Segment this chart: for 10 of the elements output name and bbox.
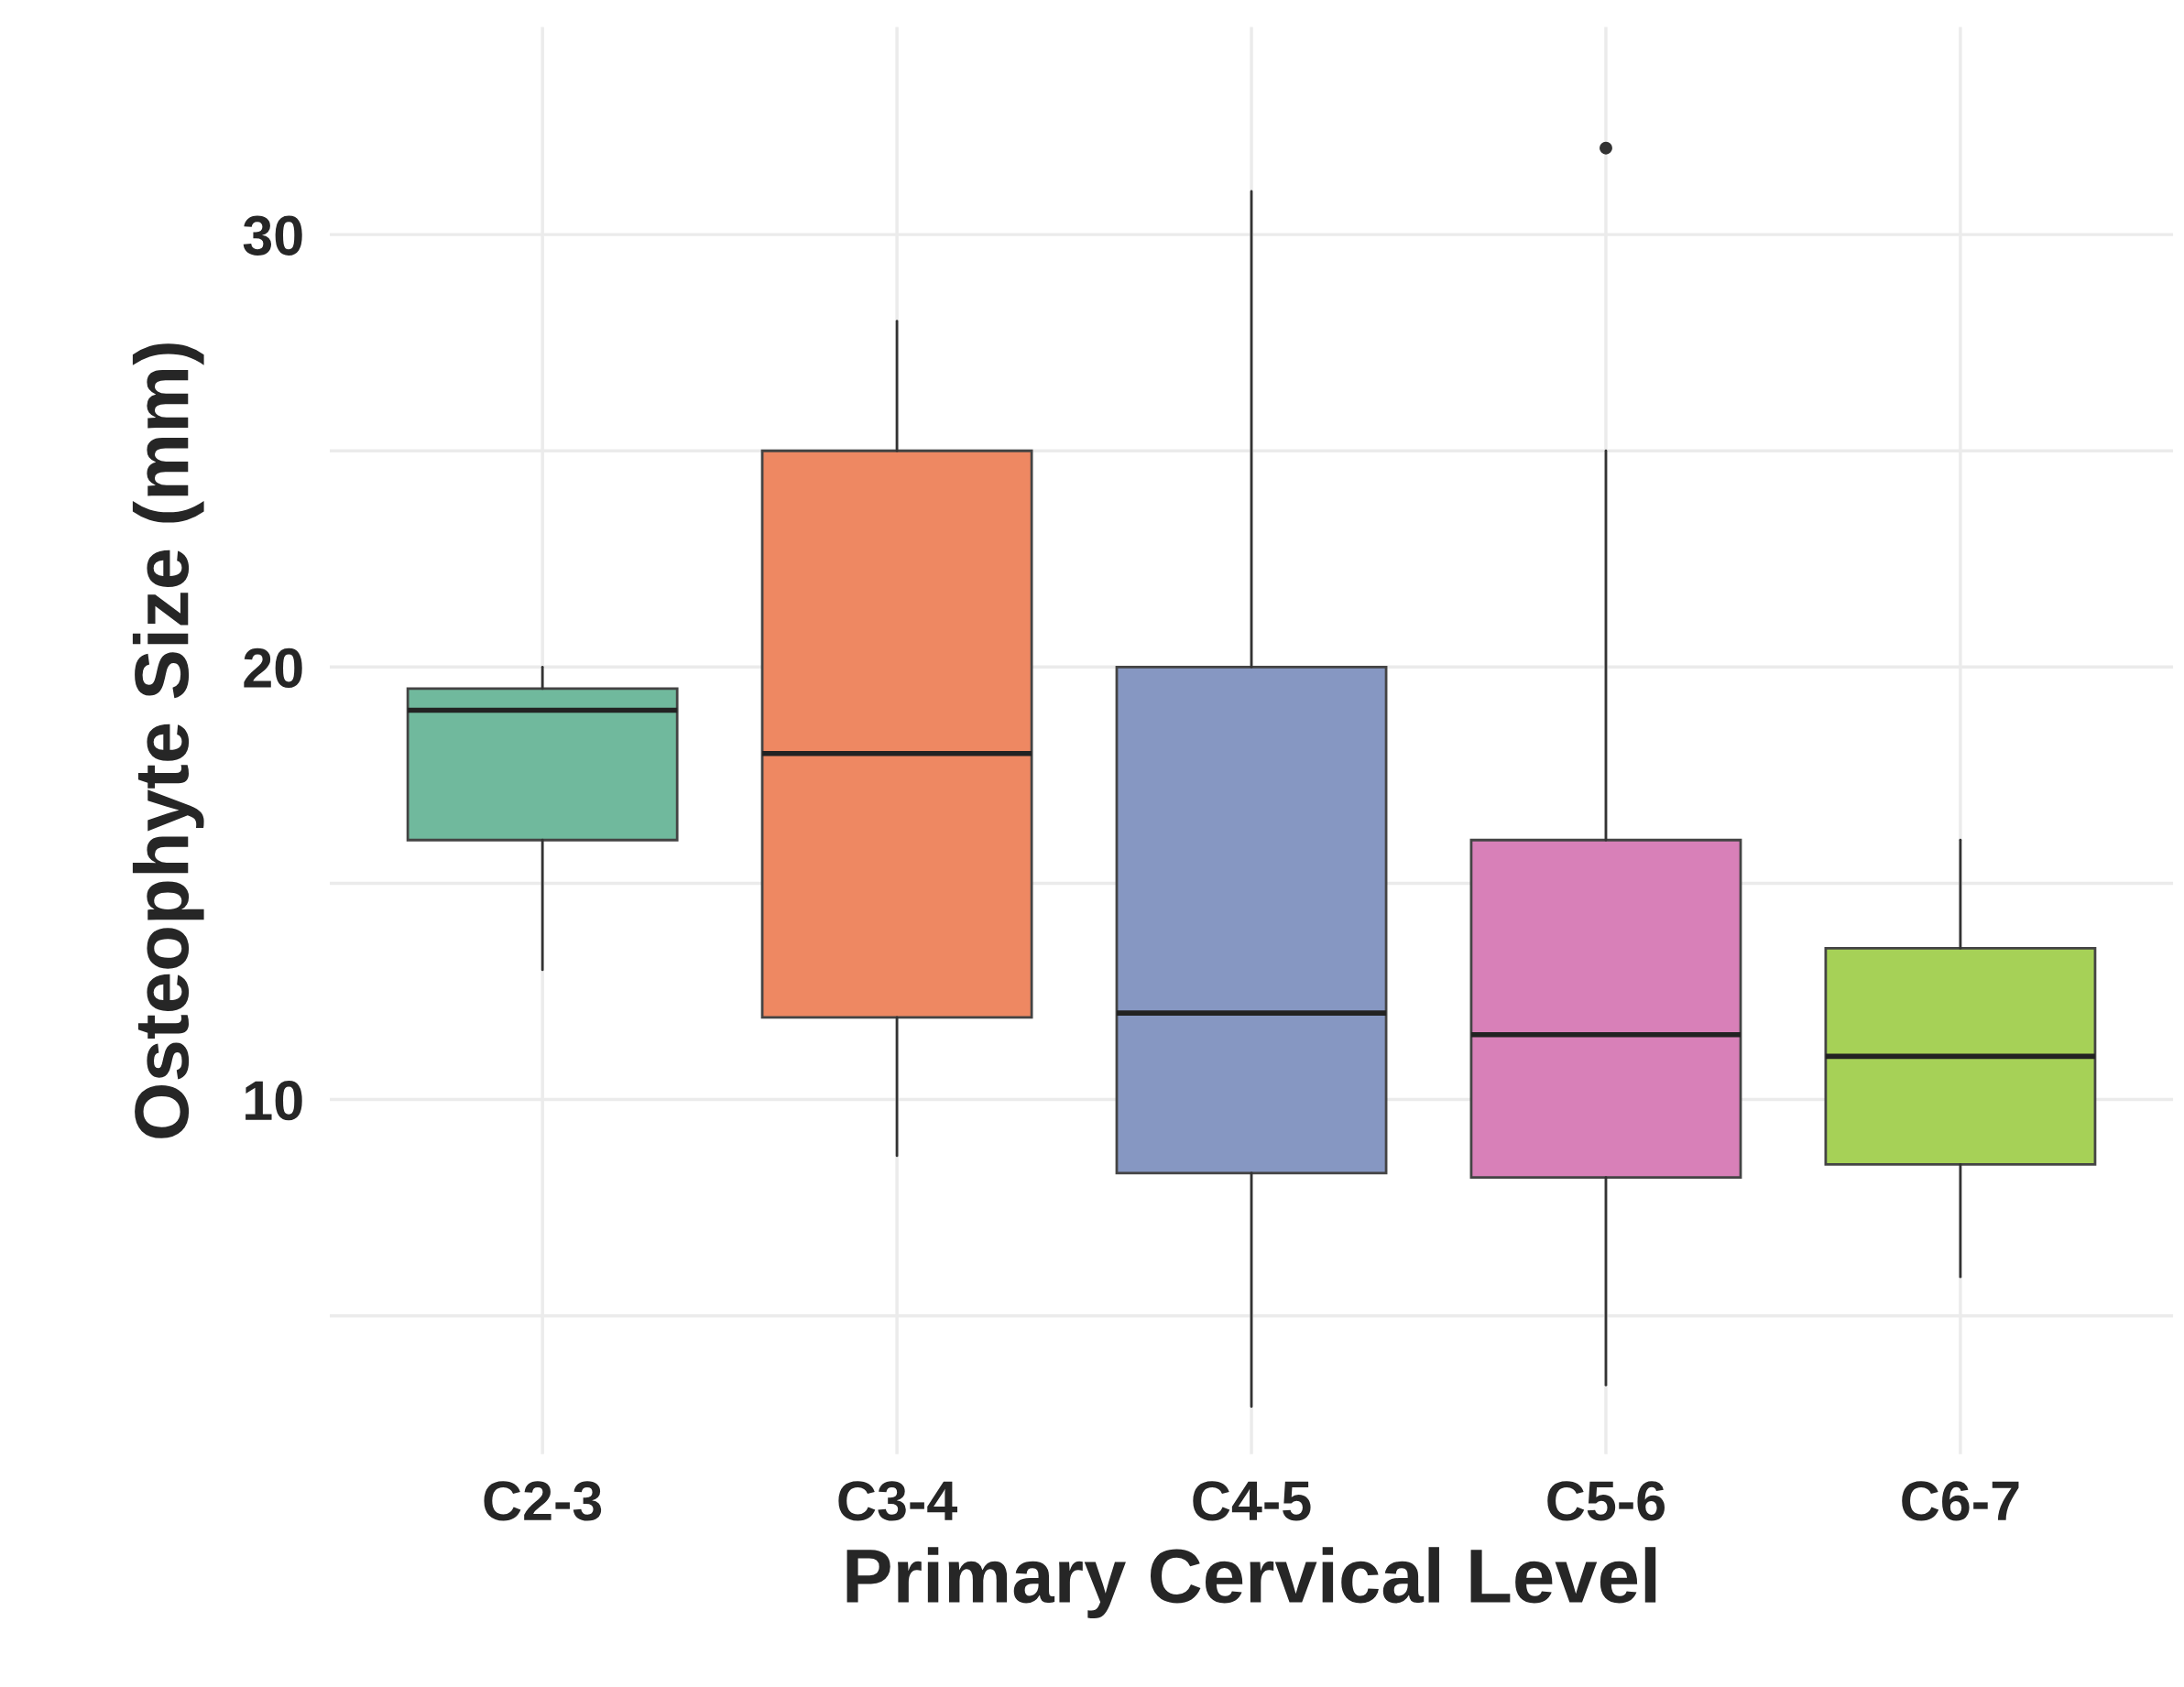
y-tick-label: 30 [243, 215, 302, 256]
y-tick-label: 10 [246, 1081, 302, 1121]
x-tick-label: C5-6 [1547, 1481, 1665, 1521]
y-tick-label: 20 [244, 648, 302, 689]
x-tick-label: C3-4 [838, 1481, 957, 1521]
x-tick-label: C6-7 [1902, 1481, 2019, 1521]
x-axis-title: Primary Cervical Level [846, 1547, 1656, 1618]
x-tick-label: C2-3 [484, 1481, 602, 1521]
x-tick-label: C4-5 [1193, 1481, 1311, 1521]
y-axis-title: Osteophyte Size (mm) [132, 343, 204, 1138]
